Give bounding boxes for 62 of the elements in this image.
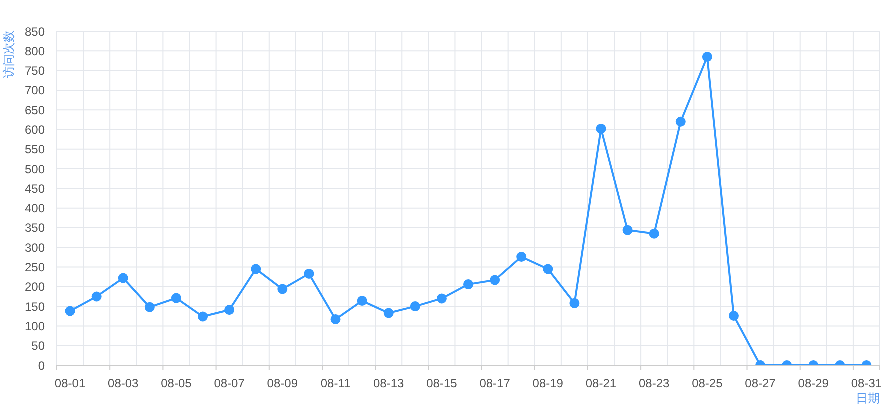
point: [92, 292, 102, 302]
x-tick-label: 08-17: [480, 376, 511, 390]
y-tick-label: 650: [24, 103, 46, 118]
point: [702, 52, 712, 62]
y-tick-label: 250: [24, 260, 46, 275]
y-axis-title: 访问次数: [2, 30, 16, 78]
x-tick-label: 08-19: [532, 376, 564, 390]
x-tick-label: 08-07: [214, 376, 246, 390]
point: [436, 294, 447, 304]
y-tick-label: 800: [24, 44, 46, 58]
y-tick-label: 300: [24, 240, 46, 255]
x-tick-label: 08-21: [586, 376, 617, 390]
y-tick-label: 850: [24, 24, 46, 39]
x-tick-label: 08-13: [374, 376, 405, 390]
y-tick-label: 100: [24, 319, 46, 334]
point: [728, 310, 739, 321]
y-tick-label: 600: [24, 122, 46, 137]
point: [251, 264, 262, 274]
point: [357, 296, 368, 306]
point: [543, 264, 554, 274]
y-tick-label: 0: [38, 358, 46, 373]
point: [516, 252, 527, 262]
y-tick-label: 350: [24, 221, 46, 236]
point: [278, 284, 288, 294]
point: [596, 124, 606, 134]
x-tick-label: 08-15: [426, 376, 458, 390]
point: [198, 312, 208, 322]
x-tick-label: 08-31: [851, 376, 882, 390]
point: [65, 306, 76, 316]
y-tick-label: 700: [24, 84, 46, 98]
x-tick-label: 08-27: [745, 376, 776, 390]
point: [649, 228, 660, 239]
y-tick-label: 500: [24, 162, 46, 176]
point: [171, 293, 182, 304]
point: [464, 280, 474, 290]
y-tick-label: 550: [24, 142, 46, 157]
point: [410, 302, 420, 312]
x-tick-label: 08-09: [267, 376, 298, 390]
y-tick-label: 450: [24, 182, 46, 196]
y-tick-label: 150: [24, 300, 46, 314]
x-tick-label: 08-03: [108, 376, 140, 390]
x-tick-label: 08-05: [161, 376, 192, 390]
point: [144, 302, 155, 312]
point: [224, 305, 235, 316]
x-axis-title: 日期: [856, 392, 880, 406]
point: [330, 314, 341, 325]
point: [622, 225, 633, 236]
point: [118, 273, 128, 284]
x-tick-label: 08-25: [692, 376, 724, 390]
x-tick-label: 08-11: [320, 376, 351, 390]
point: [384, 308, 394, 318]
x-tick-label: 08-23: [638, 376, 670, 390]
y-tick-label: 400: [24, 202, 46, 216]
y-tick-label: 200: [24, 280, 46, 294]
x-tick-label: 08-29: [798, 376, 830, 390]
point: [570, 298, 580, 308]
y-tick-label: 50: [32, 339, 46, 354]
y-tick-label: 750: [24, 64, 46, 78]
point: [304, 268, 314, 279]
point: [490, 275, 500, 286]
x-tick-label: 08-01: [54, 376, 86, 390]
point: [676, 116, 686, 127]
